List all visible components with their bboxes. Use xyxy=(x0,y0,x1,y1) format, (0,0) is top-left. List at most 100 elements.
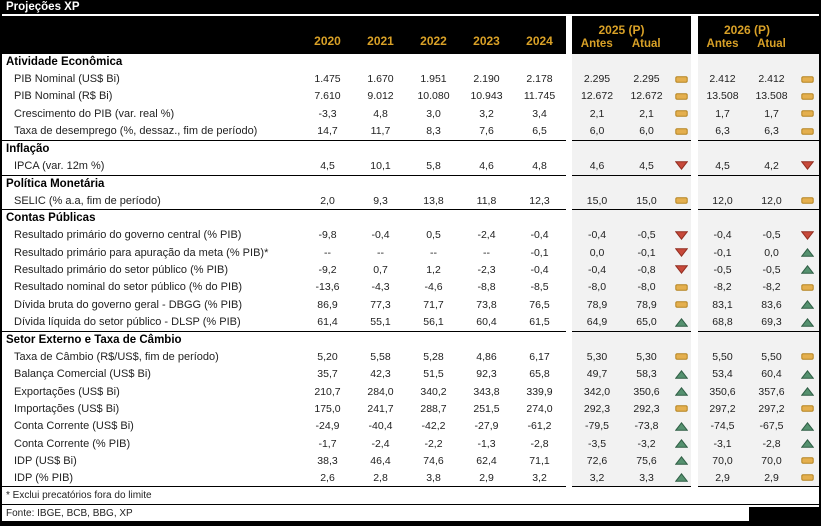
value-2020: -13,6 xyxy=(315,281,340,294)
group-title-2025: 2025 (P) xyxy=(598,23,645,37)
trend-cell-2025 xyxy=(671,365,691,383)
trend-up-icon xyxy=(674,421,688,431)
trend-cell-2025 xyxy=(671,400,691,418)
column-gutter xyxy=(691,244,698,261)
proj-antes-2026: 70,0 xyxy=(698,452,747,470)
value-2022: 51,5 xyxy=(423,368,444,381)
projection-block-bg-2025 xyxy=(572,174,691,192)
row-label: Taxa de Câmbio (R$/US$, fim de período) xyxy=(14,350,219,363)
value-2020: -9,8 xyxy=(318,229,337,242)
column-header-2023: 2023 xyxy=(460,16,513,53)
trend-cell-2026 xyxy=(796,278,819,297)
table-row: IPCA (var. 12m %) 4,5 10,1 5,8 4,6 4,8 4,6 4,5 4… xyxy=(2,157,819,175)
value-2024: 76,5 xyxy=(529,298,550,311)
trend-cell-2025 xyxy=(671,313,691,331)
trend-up-icon xyxy=(801,369,814,379)
table-row: Resultado primário do governo central (%… xyxy=(2,226,819,244)
column-header-2022: 2022 xyxy=(407,16,460,53)
proj-antes-2026: 53,4 xyxy=(698,365,747,383)
proj-atual-2026: -67,5 xyxy=(747,417,796,435)
value-2021: 0,7 xyxy=(373,263,388,276)
value-2020: 86,9 xyxy=(317,298,338,311)
column-gutter xyxy=(691,313,698,330)
column-header-2021: 2021 xyxy=(354,16,407,53)
projection-block-bg-2026 xyxy=(698,53,819,71)
trend-cell-2026 xyxy=(796,452,819,470)
trend-cell-2025 xyxy=(671,278,691,297)
trend-cell-2026 xyxy=(796,226,819,244)
row-label: PIB Nominal (US$ Bi) xyxy=(14,73,120,86)
value-2024: 274,0 xyxy=(526,402,553,415)
value-2021: 5,58 xyxy=(370,350,391,363)
value-2024: 11.745 xyxy=(523,90,556,103)
proj-atual-2025: 65,0 xyxy=(622,313,671,331)
value-2022: 0,5 xyxy=(426,229,441,242)
value-2024: 6,17 xyxy=(529,350,550,363)
section-row: Setor Externo e Taxa de Câmbio xyxy=(2,330,819,349)
column-group-2025: 2025 (P) Antes Atual xyxy=(572,16,691,53)
value-2022: 74,6 xyxy=(423,454,444,467)
proj-antes-2025: 78,9 xyxy=(572,296,622,314)
proj-antes-2026: 68,8 xyxy=(698,313,747,331)
proj-atual-2026: 83,6 xyxy=(747,296,796,314)
table-row: IDP (% PIB) 2,6 2,8 3,8 2,9 3,2 3,2 3,3 2,9 2,9 xyxy=(2,469,819,487)
value-2022: 288,7 xyxy=(420,402,447,415)
column-gutter xyxy=(691,470,698,487)
trend-cell-2025 xyxy=(671,243,691,262)
column-gutter xyxy=(691,452,698,469)
row-label: Resultado primário do governo central (%… xyxy=(14,229,242,242)
trend-cell-2025 xyxy=(671,191,691,210)
proj-atual-2025: -8,0 xyxy=(622,278,671,297)
value-2024: -0,4 xyxy=(530,263,549,276)
value-2020: 38,3 xyxy=(317,454,338,467)
section-row: Política Monetária xyxy=(2,174,819,192)
trend-flat-icon xyxy=(674,127,688,136)
projection-block-bg-2025 xyxy=(572,209,691,227)
value-2022: 5,8 xyxy=(426,159,441,172)
table-row: Resultado primário para apuração da meta… xyxy=(2,243,819,262)
table-row: Dívida bruta do governo geral - DBGG (% … xyxy=(2,296,819,314)
proj-atual-2026: 1,7 xyxy=(747,105,796,123)
projection-block-bg-2026 xyxy=(698,139,819,158)
proj-antes-2025: 64,9 xyxy=(572,313,622,331)
projection-block-bg-2025 xyxy=(572,139,691,158)
value-2023: 4,86 xyxy=(476,350,497,363)
trend-flat-icon xyxy=(674,75,688,84)
value-2022: 8,3 xyxy=(426,125,441,138)
value-2020: 35,7 xyxy=(317,368,338,381)
trend-flat-icon xyxy=(801,473,814,482)
value-2024: 71,1 xyxy=(529,454,550,467)
trend-cell-2026 xyxy=(796,434,819,453)
proj-atual-2025: 2,1 xyxy=(622,105,671,123)
value-2021: 42,3 xyxy=(370,368,391,381)
value-2022: 1.951 xyxy=(420,73,447,86)
trend-cell-2026 xyxy=(796,348,819,366)
value-2022: 3,0 xyxy=(426,107,441,120)
trend-cell-2025 xyxy=(671,382,691,401)
projection-block-bg-2026 xyxy=(698,174,819,192)
table-row: Importações (US$ Bi) 175,0 241,7 288,7 251,5… xyxy=(2,400,819,418)
value-2023: 2,9 xyxy=(460,470,513,487)
value-2023: 92,3 xyxy=(476,368,497,381)
trend-flat-icon xyxy=(801,404,814,413)
value-2021: 10,1 xyxy=(370,159,391,172)
value-2023: 62,4 xyxy=(476,454,497,467)
proj-antes-2025: 0,0 xyxy=(572,243,622,262)
proj-atual-2026: -0,5 xyxy=(747,226,796,244)
section-title: Inflação xyxy=(2,139,566,157)
table-row: Taxa de desemprego (%, dessaz., fim de p… xyxy=(2,122,819,140)
value-2021: 9,3 xyxy=(373,194,388,207)
proj-antes-2026: -0,5 xyxy=(698,261,747,279)
proj-atual-2025: 12.672 xyxy=(622,87,671,106)
value-2022: 5,28 xyxy=(423,350,444,363)
trend-up-icon xyxy=(674,387,688,396)
table-row: Balança Comercial (US$ Bi) 35,7 42,3 51,5 92… xyxy=(2,365,819,383)
section-row: Inflação xyxy=(2,139,819,158)
trend-flat-icon xyxy=(674,109,688,118)
value-2023: 251,5 xyxy=(473,402,500,415)
value-2020: 5,20 xyxy=(317,350,338,363)
value-2023: 3,2 xyxy=(479,107,494,120)
proj-atual-2026: 357,6 xyxy=(747,382,796,401)
trend-down-icon xyxy=(674,265,688,275)
